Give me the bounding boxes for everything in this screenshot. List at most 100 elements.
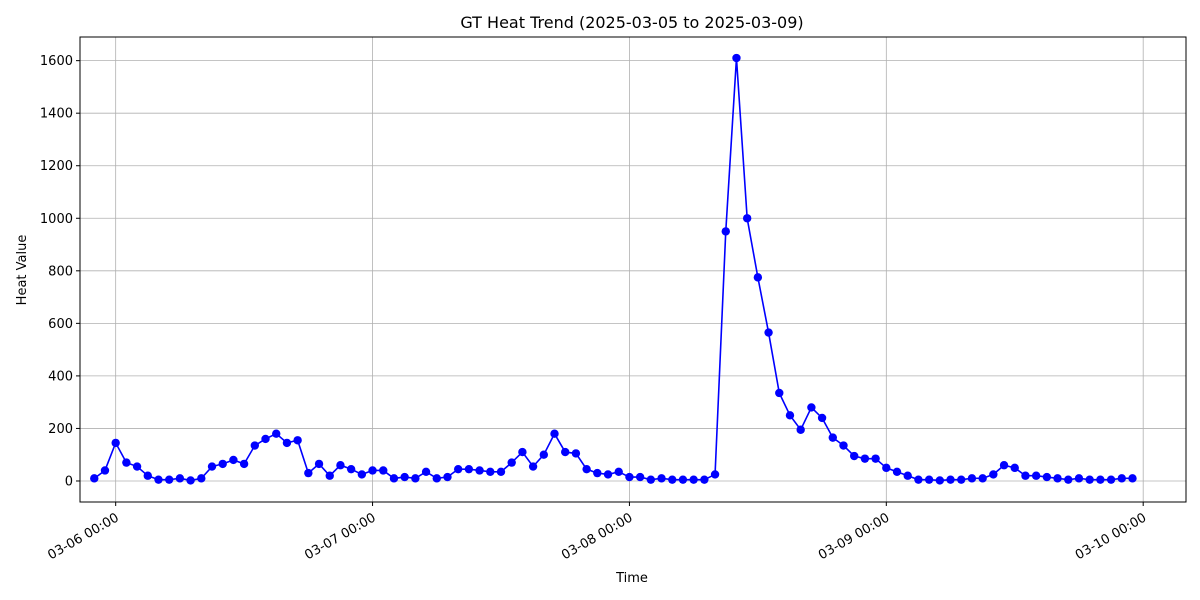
y-tick-label: 1400	[40, 107, 73, 122]
data-point	[528, 462, 538, 471]
data-point	[1085, 475, 1094, 484]
data-point	[325, 471, 334, 480]
data-point	[646, 475, 656, 484]
data-point	[561, 447, 570, 457]
data-point	[924, 475, 934, 484]
data-point	[903, 471, 912, 480]
y-axis-label: Heat Value	[15, 235, 30, 306]
data-point	[143, 471, 152, 480]
data-point	[346, 464, 356, 474]
data-point	[314, 459, 324, 469]
data-point	[710, 470, 720, 479]
data-point	[839, 441, 848, 450]
data-point	[357, 470, 367, 479]
data-point	[261, 434, 270, 444]
data-point	[464, 464, 474, 474]
data-point	[593, 468, 602, 478]
data-point	[496, 467, 506, 476]
data-point	[282, 438, 292, 448]
data-point	[850, 451, 859, 461]
data-point	[550, 429, 559, 438]
data-point	[368, 466, 377, 475]
data-point	[700, 475, 709, 484]
data-point	[935, 476, 945, 485]
data-point	[132, 462, 142, 471]
data-point	[860, 454, 870, 463]
data-point	[785, 411, 795, 420]
data-point	[668, 475, 677, 484]
x-tick-label: 03-06 00:00	[45, 510, 121, 563]
data-point	[871, 454, 880, 463]
data-point	[1031, 471, 1041, 480]
data-point	[1010, 463, 1019, 473]
data-point	[1074, 474, 1084, 483]
data-point	[882, 463, 891, 473]
data-point	[250, 441, 260, 450]
data-point	[453, 464, 463, 474]
data-point	[892, 467, 902, 476]
data-point	[1096, 475, 1105, 484]
data-point	[1042, 472, 1052, 482]
data-point	[828, 433, 837, 442]
data-point	[400, 472, 409, 482]
data-point	[603, 470, 613, 479]
data-point	[272, 429, 281, 438]
data-point	[1053, 474, 1062, 483]
y-tick-label: 800	[48, 264, 73, 279]
grid	[80, 37, 1186, 502]
data-point	[635, 472, 645, 482]
data-point	[807, 403, 816, 412]
data-point	[978, 474, 987, 483]
plot-frame	[79, 36, 1187, 503]
data-point	[111, 438, 120, 448]
data-point	[571, 449, 581, 458]
data-point	[764, 328, 773, 337]
data-point	[293, 436, 302, 445]
data-point	[164, 475, 174, 484]
data-point	[657, 474, 666, 483]
data-point	[742, 214, 752, 223]
x-tick-label: 03-10 00:00	[1073, 510, 1149, 563]
data-point	[154, 475, 163, 484]
data-point	[753, 273, 763, 282]
data-point	[999, 461, 1009, 470]
chart-title: GT Heat Trend (2025-03-05 to 2025-03-09)	[460, 13, 803, 32]
data-point	[389, 474, 399, 483]
data-point	[239, 459, 249, 469]
data-point	[411, 474, 420, 483]
data-point	[218, 459, 227, 469]
x-axis-label: Time	[615, 571, 648, 586]
data-point	[1128, 474, 1137, 483]
x-tick-label: 03-08 00:00	[559, 510, 635, 563]
y-tick-label: 0	[65, 474, 73, 489]
data-point	[1117, 474, 1126, 483]
data-point	[582, 464, 591, 474]
data-point	[1106, 475, 1116, 484]
data-point	[1064, 475, 1073, 484]
data-point	[967, 474, 977, 483]
y-tick-label: 600	[48, 317, 73, 332]
x-axis: 03-06 00:00 03-07 00:00 03-08 00:00 03-09 0…	[45, 502, 1149, 563]
data-point	[122, 458, 131, 467]
y-tick-label: 200	[48, 422, 73, 437]
y-axis: 0 200 400 600 800 1000 1200 1400 1600	[40, 54, 80, 489]
data-point	[817, 413, 827, 423]
y-tick-label: 1600	[40, 54, 73, 69]
data-point	[379, 466, 388, 475]
data-point	[775, 388, 784, 398]
data-point	[957, 475, 966, 484]
data-point	[689, 475, 698, 484]
data-point	[336, 461, 345, 470]
data-point	[946, 475, 955, 484]
data-point	[421, 467, 431, 476]
series-line	[93, 57, 1133, 482]
data-point	[90, 474, 99, 483]
data-point	[207, 462, 217, 471]
y-tick-label: 400	[48, 369, 73, 384]
y-tick-label: 1000	[40, 212, 73, 227]
data-point	[197, 474, 206, 483]
series	[90, 53, 1137, 485]
data-point	[175, 474, 185, 483]
data-point	[518, 447, 527, 457]
data-point	[304, 468, 313, 478]
